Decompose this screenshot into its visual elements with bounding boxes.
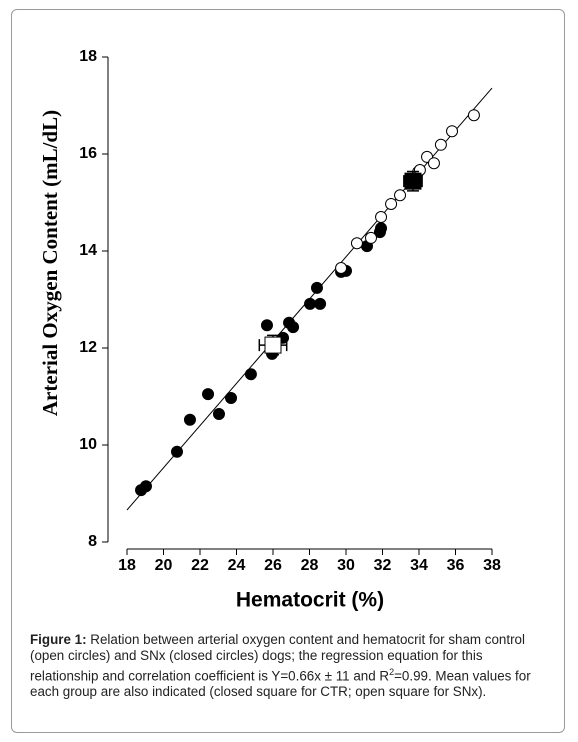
data-point [310, 281, 323, 294]
chart: Arterial Oxygen Content (mL/dL) Hematocr… [38, 48, 501, 612]
data-point [434, 138, 447, 151]
data-point [260, 319, 273, 332]
caption: Figure 1: Relation between arterial oxyg… [30, 632, 552, 700]
x-tick-label: 30 [337, 557, 355, 574]
mean-square [404, 172, 422, 190]
caption-text: =0.99. Mean values for each group are al… [30, 668, 531, 700]
x-tick-label: 26 [264, 557, 282, 574]
data-point [287, 321, 300, 334]
data-point [375, 211, 388, 224]
x-tick-label: 34 [410, 557, 428, 574]
caption-label: Figure 1: [30, 632, 87, 647]
data-point [304, 297, 317, 310]
y-tick-label: 10 [79, 436, 97, 453]
y-tick-label: 12 [79, 339, 97, 356]
x-axis-label: Hematocrit (%) [236, 589, 384, 612]
data-point [385, 197, 398, 210]
data-point [446, 125, 459, 138]
x-tick-label: 32 [374, 557, 392, 574]
data-point [375, 222, 388, 235]
x-tick-label: 20 [155, 557, 173, 574]
data-point [212, 407, 225, 420]
x-tick-label: 18 [118, 557, 136, 574]
y-tick-label: 16 [79, 145, 97, 162]
data-point [365, 231, 378, 244]
y-tick-label: 18 [79, 48, 97, 65]
data-point [225, 391, 238, 404]
x-tick-label: 38 [483, 557, 501, 574]
y-axis-label: Arterial Oxygen Content (mL/dL) [38, 110, 62, 416]
y-tick-label: 8 [88, 533, 97, 550]
data-point [314, 297, 327, 310]
mean-square [264, 336, 282, 354]
data-point [202, 388, 215, 401]
data-point [394, 189, 407, 202]
x-tick-label: 36 [447, 557, 465, 574]
data-point [335, 261, 348, 274]
y-tick-label: 14 [79, 242, 97, 259]
data-point [139, 480, 152, 493]
data-point [467, 109, 480, 122]
data-point [171, 445, 184, 458]
x-tick-label: 22 [191, 557, 209, 574]
data-point [244, 368, 257, 381]
x-tick-label: 28 [301, 557, 319, 574]
caption-superscript: 2 [389, 667, 395, 677]
figure-frame [11, 9, 565, 733]
data-point [427, 157, 440, 170]
data-point [350, 237, 363, 250]
data-point [183, 413, 196, 426]
x-tick-label: 24 [228, 557, 246, 574]
caption-text: Relation between arterial oxygen content… [30, 632, 525, 684]
